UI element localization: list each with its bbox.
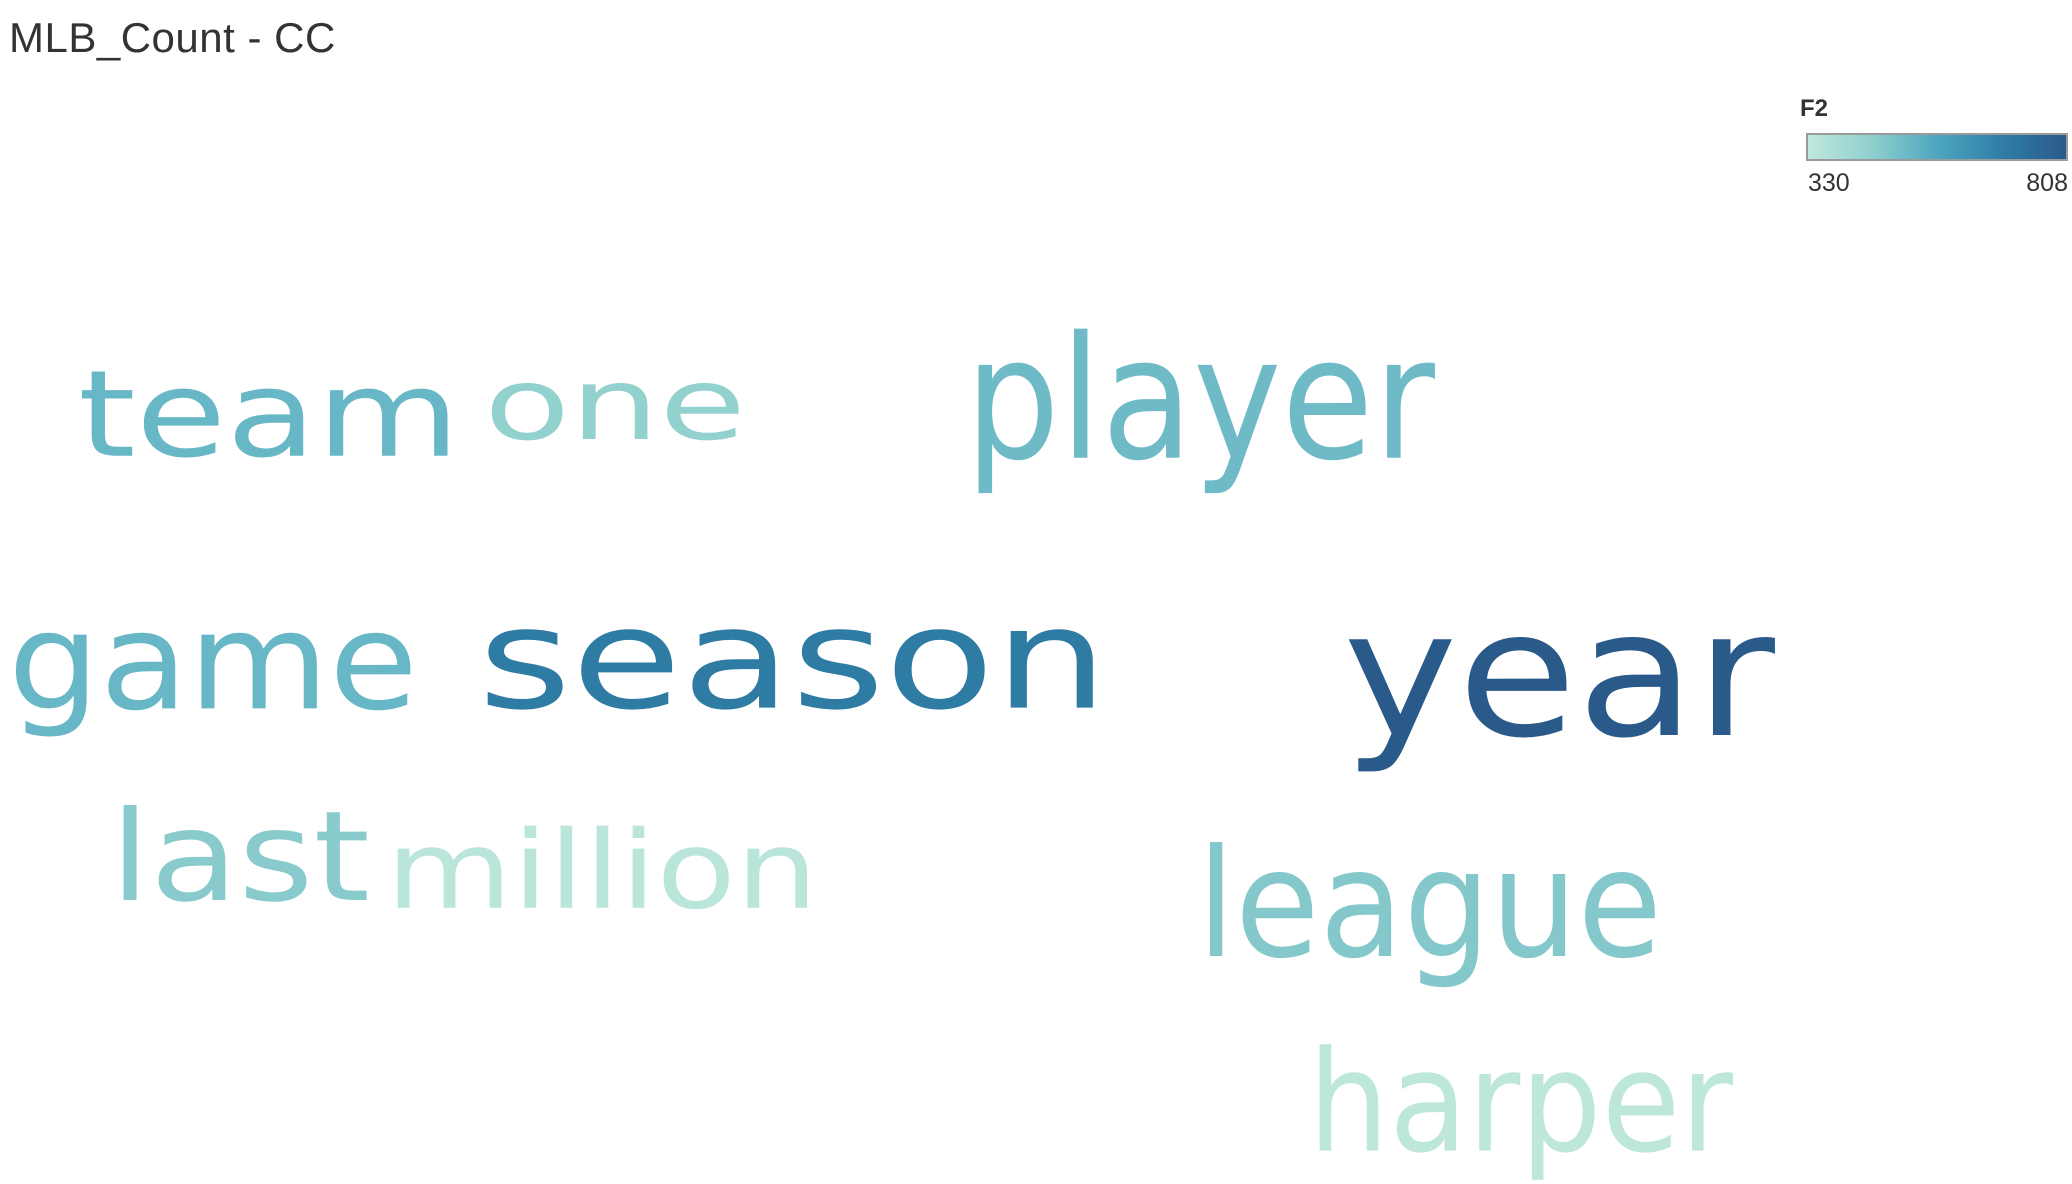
page-title: MLB_Count - CC	[9, 14, 336, 61]
word-season: season	[478, 577, 1108, 742]
legend-title: F2	[1800, 95, 1829, 122]
word-one: one	[484, 346, 747, 463]
word-game: game	[8, 582, 419, 741]
legend-gradient-bar	[1806, 133, 2068, 161]
color-legend: F2 330 808	[1800, 95, 2068, 205]
word-harper: harper	[1308, 1020, 1733, 1184]
word-million: million	[386, 807, 819, 934]
legend-max-label: 808	[2026, 169, 2068, 197]
legend-min-label: 330	[1808, 169, 1850, 197]
word-last: last	[110, 783, 370, 930]
word-league: league	[1197, 816, 1662, 992]
word-player: player	[965, 299, 1435, 499]
word-team: team	[78, 344, 460, 485]
word-year: year	[1343, 572, 1776, 777]
